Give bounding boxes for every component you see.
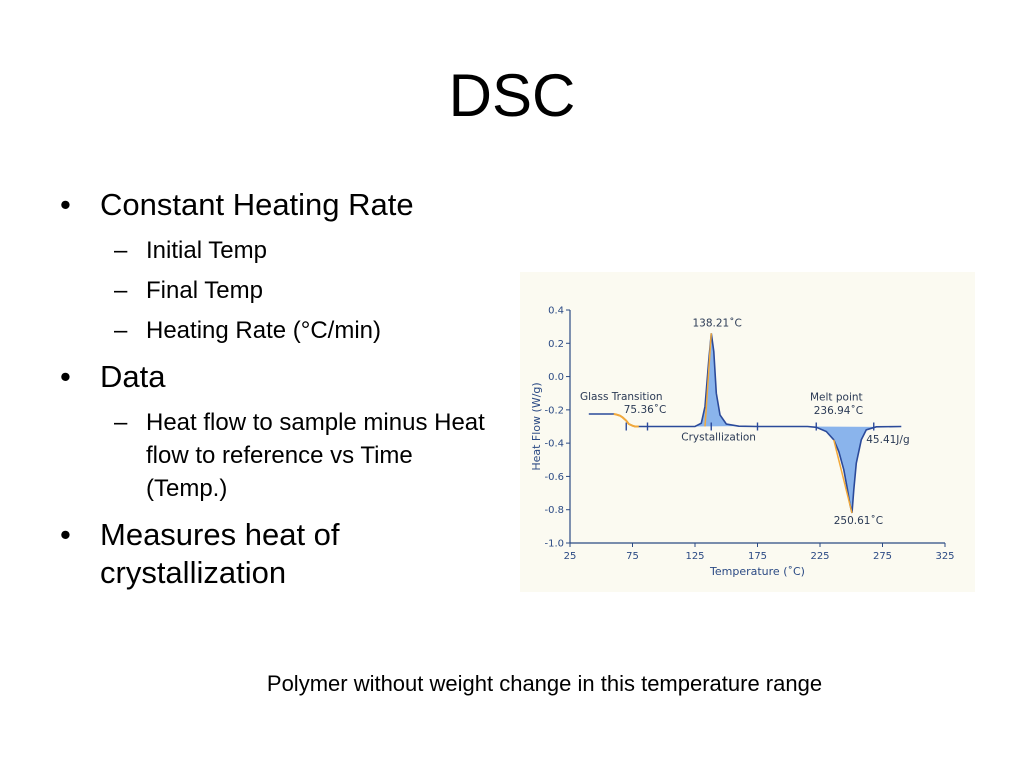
x-axis-label: Temperature (˚C) xyxy=(709,565,805,578)
sub-bullet-text: Final Temp xyxy=(146,277,263,304)
glass-transition-highlight xyxy=(613,413,639,428)
annotation-label: 236.94˚C xyxy=(814,405,863,417)
bullet-item: • Data xyxy=(58,358,498,396)
annotation-label: 138.21˚C xyxy=(693,318,742,330)
y-tick-label: 0.0 xyxy=(548,372,564,383)
sub-bullet-text: Initial Temp xyxy=(146,237,267,264)
bullet-item: • Measures heat of crystallization xyxy=(58,516,498,592)
sub-bullet-text: Heating Rate (°C/min) xyxy=(146,317,382,344)
y-tick-label: -0.2 xyxy=(544,405,564,416)
bullet-text: Measures heat of crystallization xyxy=(100,517,340,590)
x-tick-label: 175 xyxy=(748,551,767,562)
sub-bullet-dash: – xyxy=(114,277,128,304)
sub-bullet-text: Heat flow to sample minus Heat flow to r… xyxy=(146,409,485,502)
y-tick-label: -0.4 xyxy=(544,439,564,450)
bullet-item: • Constant Heating Rate xyxy=(58,186,498,224)
annotation-label: 75.36˚C xyxy=(624,404,667,416)
y-tick-label: 0.4 xyxy=(548,306,564,317)
y-axis-label: Heat Flow (W/g) xyxy=(530,382,543,470)
melting-peak-tangent xyxy=(833,439,853,514)
sub-bullet-item: – Initial Temp xyxy=(58,234,498,267)
sub-bullet-item: – Heat flow to sample minus Heat flow to… xyxy=(58,406,498,505)
bullet-dot: • xyxy=(60,359,71,394)
bullet-text: Data xyxy=(100,359,166,394)
y-tick-label: 0.2 xyxy=(548,339,564,350)
x-tick-label: 75 xyxy=(626,551,639,562)
slide-caption: Polymer without weight change in this te… xyxy=(266,671,823,696)
chart-background xyxy=(520,272,975,592)
annotation-label: 45.41J/g xyxy=(866,434,909,446)
dsc-chart: 0.4 0.2 0.0 -0.2 -0.4 -0.6 -0.8 -1.0 25 75 125 175 2… xyxy=(520,272,975,592)
bullet-text: Constant Heating Rate xyxy=(100,187,414,222)
x-tick-label: 325 xyxy=(935,551,954,562)
crystallization-peak-tangent xyxy=(704,333,712,427)
x-tick-label: 25 xyxy=(564,551,577,562)
x-tick-label: 225 xyxy=(810,551,829,562)
sub-bullet-dash: – xyxy=(114,317,128,344)
slide-title: DSC xyxy=(448,62,576,129)
x-tick-label: 275 xyxy=(873,551,892,562)
sub-bullet-item: – Final Temp xyxy=(58,274,498,307)
sub-bullet-dash: – xyxy=(114,409,128,436)
bullet-dot: • xyxy=(60,517,71,552)
sub-bullet-dash: – xyxy=(114,237,128,264)
annotation-label: 250.61˚C xyxy=(834,515,883,527)
annotation-label: Melt point xyxy=(810,392,863,404)
dsc-chart-svg: 0.4 0.2 0.0 -0.2 -0.4 -0.6 -0.8 -1.025 75 125 175 2… xyxy=(520,272,975,592)
sub-bullet-item: – Heating Rate (°C/min) xyxy=(58,314,498,347)
y-tick-label: -0.8 xyxy=(544,505,564,516)
y-tick-label: -0.6 xyxy=(544,472,564,483)
annotation-label: Glass Transition xyxy=(580,391,663,403)
x-tick-label: 125 xyxy=(685,551,704,562)
bullet-list: • Constant Heating Rate – Initial Temp –… xyxy=(58,186,498,602)
y-tick-label: -1.0 xyxy=(544,539,564,550)
annotation-label: Crystallization xyxy=(681,432,756,444)
bullet-dot: • xyxy=(60,187,71,222)
